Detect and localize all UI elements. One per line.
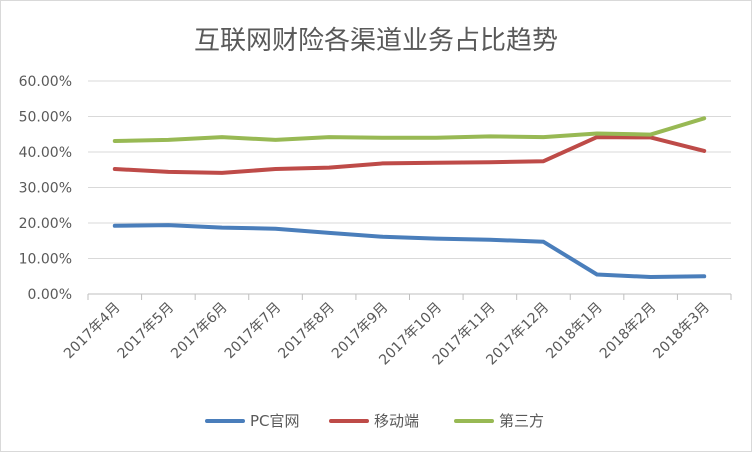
y-axis-ticks: 0.00% 10.00% 20.00% 30.00% 40.00% 50.00% 60.00… xyxy=(19,74,72,303)
x-tick-label: 2017年4月 xyxy=(61,300,124,363)
y-tick-label: 20.00% xyxy=(19,216,72,232)
series-line xyxy=(112,223,707,279)
series-line xyxy=(112,135,707,175)
x-tick-label: 2018年1月 xyxy=(543,300,606,363)
y-tick-label: 60.00% xyxy=(19,74,72,90)
y-tick-label: 30.00% xyxy=(19,181,72,197)
x-tick-label: 2017年7月 xyxy=(222,300,285,363)
chart-title: 互联网财险各渠道业务占比趋势 xyxy=(194,26,558,56)
y-tick-label: 0.00% xyxy=(28,287,72,303)
series-line xyxy=(112,116,707,143)
series-lines xyxy=(112,116,707,279)
gridlines xyxy=(88,80,731,259)
y-tick-label: 50.00% xyxy=(19,110,72,126)
y-tick-label: 10.00% xyxy=(19,252,72,268)
x-tick-label: 2018年3月 xyxy=(650,300,713,363)
legend-label: 移动端 xyxy=(374,412,419,430)
x-tick-label: 2017年8月 xyxy=(275,300,338,363)
x-axis-ticks: 2017年4月2017年5月2017年6月2017年7月2017年8月2017年… xyxy=(61,300,713,369)
legend: PC官网 移动端 第三方 xyxy=(205,412,544,430)
x-tick-label: 2017年6月 xyxy=(168,300,231,363)
x-axis xyxy=(87,293,732,300)
x-tick-label: 2018年2月 xyxy=(597,300,660,363)
legend-label: PC官网 xyxy=(250,412,300,430)
y-tick-label: 40.00% xyxy=(19,145,72,161)
legend-label: 第三方 xyxy=(499,412,544,430)
x-tick-label: 2017年5月 xyxy=(115,300,178,363)
